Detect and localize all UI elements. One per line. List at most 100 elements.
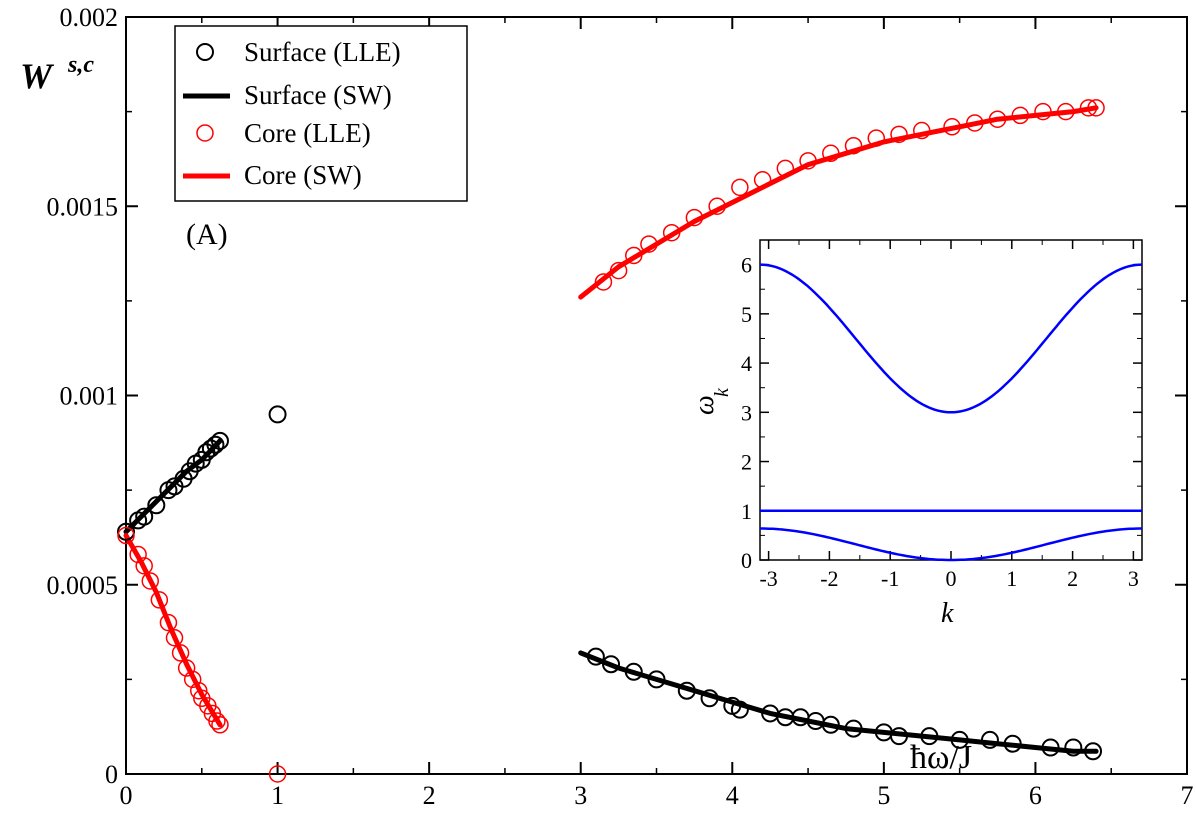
surface-lle--point <box>117 522 135 541</box>
main-y-tick-label: 0.001 <box>60 382 119 411</box>
core-lle--point <box>177 659 196 677</box>
main-y-axis-label: W <box>20 56 55 96</box>
main-y-axis-label-superscript: s,c <box>67 52 94 78</box>
surface-lle--point <box>890 727 909 746</box>
surface-lle--point <box>844 719 863 738</box>
core-lle--point <box>1034 102 1052 121</box>
inset-y-axis-label: ω <box>689 395 720 415</box>
core-lle--point <box>1011 106 1030 125</box>
core-lle--point <box>171 644 190 662</box>
main-y-tick-label: 0.002 <box>60 3 119 32</box>
legend: Surface (LLE) Surface (SW) Core (LLE) Co… <box>174 25 468 202</box>
core-lle--point <box>799 152 817 170</box>
inset-chart: -3 -2 -1 0 1 2 3 0 1 2 3 4 5 6 k ω k <box>689 239 1143 629</box>
inset-x-tick-label: -3 <box>759 566 777 591</box>
main-y-tick-label: 0 <box>105 760 118 789</box>
core-lle--point <box>1056 102 1075 121</box>
inset-x-tick-label: 3 <box>1128 566 1139 591</box>
inset-y-ticks: 0 1 2 3 4 5 6 <box>741 253 1142 573</box>
legend-label-surface-lle: Surface (LLE) <box>244 37 401 67</box>
core-lle--point <box>625 246 643 265</box>
core-lle--point <box>731 178 749 197</box>
inset-y-tick-label: 2 <box>741 450 752 475</box>
legend-label-surface-sw: Surface (SW) <box>244 80 392 110</box>
surface-lle--point <box>602 655 621 674</box>
core-lle--point <box>1079 99 1098 117</box>
inset-x-tick-label: -1 <box>881 566 899 591</box>
inset-x-axis-label: k <box>941 598 954 629</box>
surface-lle--point <box>700 689 719 708</box>
core-lle--point <box>609 261 628 280</box>
core-lle--point <box>129 545 147 564</box>
surface-lle--point <box>730 700 749 719</box>
surface-lle--point <box>950 730 969 749</box>
surface-lle--point <box>920 727 939 746</box>
main-y-tick-label: 0.0005 <box>47 571 119 600</box>
surface-lle--point <box>147 496 166 515</box>
core-lle--point <box>890 125 908 144</box>
main-x-tick-label: 7 <box>1181 781 1194 810</box>
inset-x-tick-label: 2 <box>1067 566 1078 591</box>
core-lle--point <box>966 114 984 132</box>
surface-lle--point <box>821 715 840 734</box>
core-lle--point <box>141 572 160 590</box>
inset-upper-band-curve <box>759 263 1143 414</box>
main-x-tick-label: 2 <box>423 781 436 810</box>
core-lle--point <box>190 681 208 700</box>
core-lle--point <box>753 171 772 189</box>
core-lle--point <box>594 273 613 291</box>
surface-lle--point <box>980 730 999 749</box>
main-y-ticks: 0 0.0005 0.001 0.0015 0.002 <box>47 3 1187 789</box>
inset-x-tick-label: -2 <box>820 566 838 591</box>
inset-y-tick-label: 3 <box>741 400 752 425</box>
inset-x-ticks: -3 -2 -1 0 1 2 3 <box>759 240 1139 591</box>
core-lle--point <box>159 613 178 632</box>
inset-y-axis-label-subscript: k <box>711 387 733 397</box>
inset-y-tick-label: 0 <box>741 548 752 573</box>
core-sw-high-band-line <box>578 105 1099 300</box>
inset-y-tick-label: 1 <box>741 499 752 524</box>
surface-lle--point <box>677 681 696 700</box>
core-lle--point <box>822 144 840 163</box>
main-x-tick-label: 5 <box>877 781 890 810</box>
surface-lle--point <box>1064 738 1083 757</box>
legend-marker-surface-lle <box>196 43 214 61</box>
inset-y-tick-label: 4 <box>741 351 752 376</box>
main-data-layer <box>117 99 1105 783</box>
core-lle--point <box>135 557 153 575</box>
core-lle--point <box>708 197 726 215</box>
main-x-axis-label: ħω/J <box>910 739 972 776</box>
core-lle--point <box>988 110 1007 128</box>
legend-label-core-lle: Core (LLE) <box>244 118 371 148</box>
main-y-tick-label: 0.0015 <box>47 192 119 221</box>
main-x-tick-label: 4 <box>726 781 739 810</box>
core-lle--point <box>776 159 795 178</box>
surface-lle--point <box>647 670 666 689</box>
main-x-tick-label: 1 <box>271 781 284 810</box>
surface-lle--point <box>586 647 605 666</box>
core-lle--point <box>211 716 229 734</box>
core-lle--point <box>913 121 931 140</box>
core-lle--point <box>208 712 226 730</box>
core-lle--point <box>640 235 658 253</box>
core-lle--point <box>943 118 961 136</box>
legend-marker-core-lle <box>196 124 214 142</box>
core-lle--point <box>117 526 135 545</box>
core-lle--point <box>268 765 287 783</box>
surface-lle--point <box>210 431 229 450</box>
inset-y-tick-label: 6 <box>741 253 752 278</box>
surface-lle--point <box>624 662 643 681</box>
main-x-tick-label: 6 <box>1029 781 1042 810</box>
core-lle--point <box>150 591 169 609</box>
panel-label: (A) <box>186 218 228 251</box>
surface-lle--point <box>1041 738 1060 757</box>
legend-label-core-sw: Core (SW) <box>244 160 362 190</box>
core-lle--point <box>662 223 681 242</box>
inset-lower-band-curve <box>760 527 1142 562</box>
main-x-ticks: 0 1 2 3 4 5 6 7 <box>120 17 1194 810</box>
surface-lle--point <box>1084 742 1103 761</box>
core-lle--point <box>685 208 704 227</box>
core-lle--point <box>867 129 886 147</box>
core-lle--point <box>183 670 202 689</box>
